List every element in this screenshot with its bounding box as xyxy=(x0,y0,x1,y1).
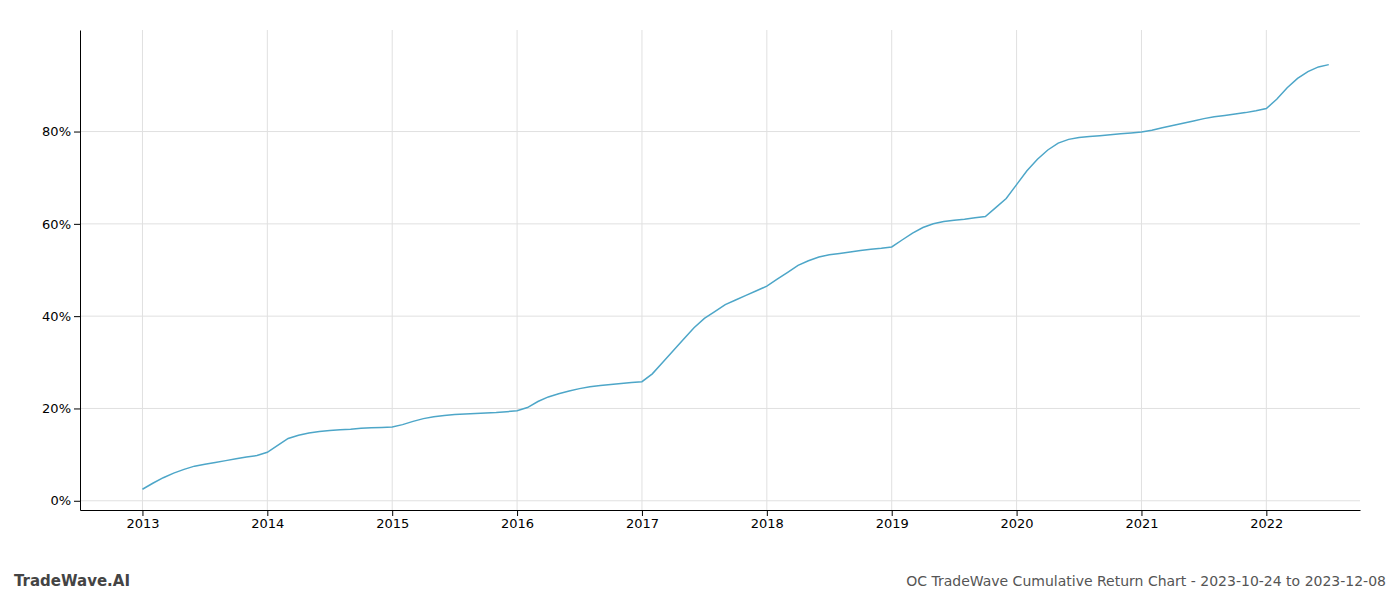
y-tick: 60% xyxy=(42,217,80,232)
x-tick-label: 2018 xyxy=(751,516,784,531)
y-tick: 0% xyxy=(50,493,80,508)
y-tick-label: 40% xyxy=(42,309,71,324)
x-tick-mark xyxy=(642,510,643,516)
x-tick-mark xyxy=(267,510,268,516)
x-tick-label: 2016 xyxy=(501,516,534,531)
grid-line-x xyxy=(641,30,642,510)
grid-line-x xyxy=(766,30,767,510)
line xyxy=(142,65,1328,490)
grid-line-y xyxy=(80,316,1360,317)
grid-line-x xyxy=(392,30,393,510)
marks xyxy=(142,65,1328,490)
x-tick-mark xyxy=(892,510,893,516)
x-tick-label: 2019 xyxy=(876,516,909,531)
grid-line-x xyxy=(267,30,268,510)
x-axis: 2013 2014 2015 2016 2017 2018 2019 2020 2021 2022 xyxy=(81,510,1361,531)
x-tick-label: 2021 xyxy=(1125,516,1158,531)
x-tick-mark xyxy=(1141,510,1142,516)
chart: 2013 2014 2015 2016 2017 2018 2019 2020 2021 2022… xyxy=(0,0,1400,600)
x-tick-label: 2017 xyxy=(626,516,659,531)
y-tick-label: 80% xyxy=(42,124,71,139)
y-tick: 20% xyxy=(42,401,80,416)
plot-area: 2013 2014 2015 2016 2017 2018 2019 2020 2021 2022… xyxy=(42,30,1360,531)
x-tick-mark xyxy=(1266,510,1267,516)
annotation: TradeWave.AI xyxy=(14,572,130,590)
x-tick-mark xyxy=(142,510,143,516)
y-tick-label: 0% xyxy=(50,493,71,508)
grid-line-x xyxy=(517,30,518,510)
x-tick: 2013 xyxy=(126,510,159,531)
y-tick: 80% xyxy=(42,124,80,139)
x-tick-mark xyxy=(1017,510,1018,516)
y-tick: 40% xyxy=(42,309,80,324)
y-tick-label: 20% xyxy=(42,401,71,416)
grid-line-x xyxy=(142,30,143,510)
x-tick: 2017 xyxy=(626,510,659,531)
grid-line-y xyxy=(80,131,1360,132)
x-tick-label: 2022 xyxy=(1250,516,1283,531)
x-tick-label: 2015 xyxy=(376,516,409,531)
x-tick: 2022 xyxy=(1250,510,1283,531)
y-tick-mark xyxy=(74,316,80,317)
grid-line-x xyxy=(891,30,892,510)
x-tick: 2014 xyxy=(251,510,284,531)
title: OC TradeWave Cumulative Return Chart - 2… xyxy=(906,573,1386,589)
y-tick-mark xyxy=(74,408,80,409)
x-tick: 2019 xyxy=(876,510,909,531)
x-tick-mark xyxy=(767,510,768,516)
grid-line-x xyxy=(1266,30,1267,510)
grid xyxy=(80,30,1360,510)
x-tick-label: 2013 xyxy=(126,516,159,531)
grid-line-x xyxy=(1016,30,1017,510)
grid-line-y xyxy=(80,500,1360,501)
x-tick-mark xyxy=(517,510,518,516)
grid-line-x xyxy=(1141,30,1142,510)
grid-line-y xyxy=(80,408,1360,409)
x-tick: 2020 xyxy=(1001,510,1034,531)
x-tick: 2018 xyxy=(751,510,784,531)
y-axis-line xyxy=(80,31,81,511)
y-tick-mark xyxy=(74,224,80,225)
y-tick-label: 60% xyxy=(42,217,71,232)
x-tick-label: 2020 xyxy=(1001,516,1034,531)
y-tick-mark xyxy=(74,132,80,133)
x-tick: 2016 xyxy=(501,510,534,531)
grid-line-y xyxy=(80,223,1360,224)
x-axis-line xyxy=(81,510,1361,511)
x-tick: 2021 xyxy=(1125,510,1158,531)
y-tick-mark xyxy=(74,501,80,502)
x-tick-mark xyxy=(392,510,393,516)
x-tick-label: 2014 xyxy=(251,516,284,531)
y-axis: 0% 20% 40% 60% 80% xyxy=(42,31,80,511)
x-tick: 2015 xyxy=(376,510,409,531)
